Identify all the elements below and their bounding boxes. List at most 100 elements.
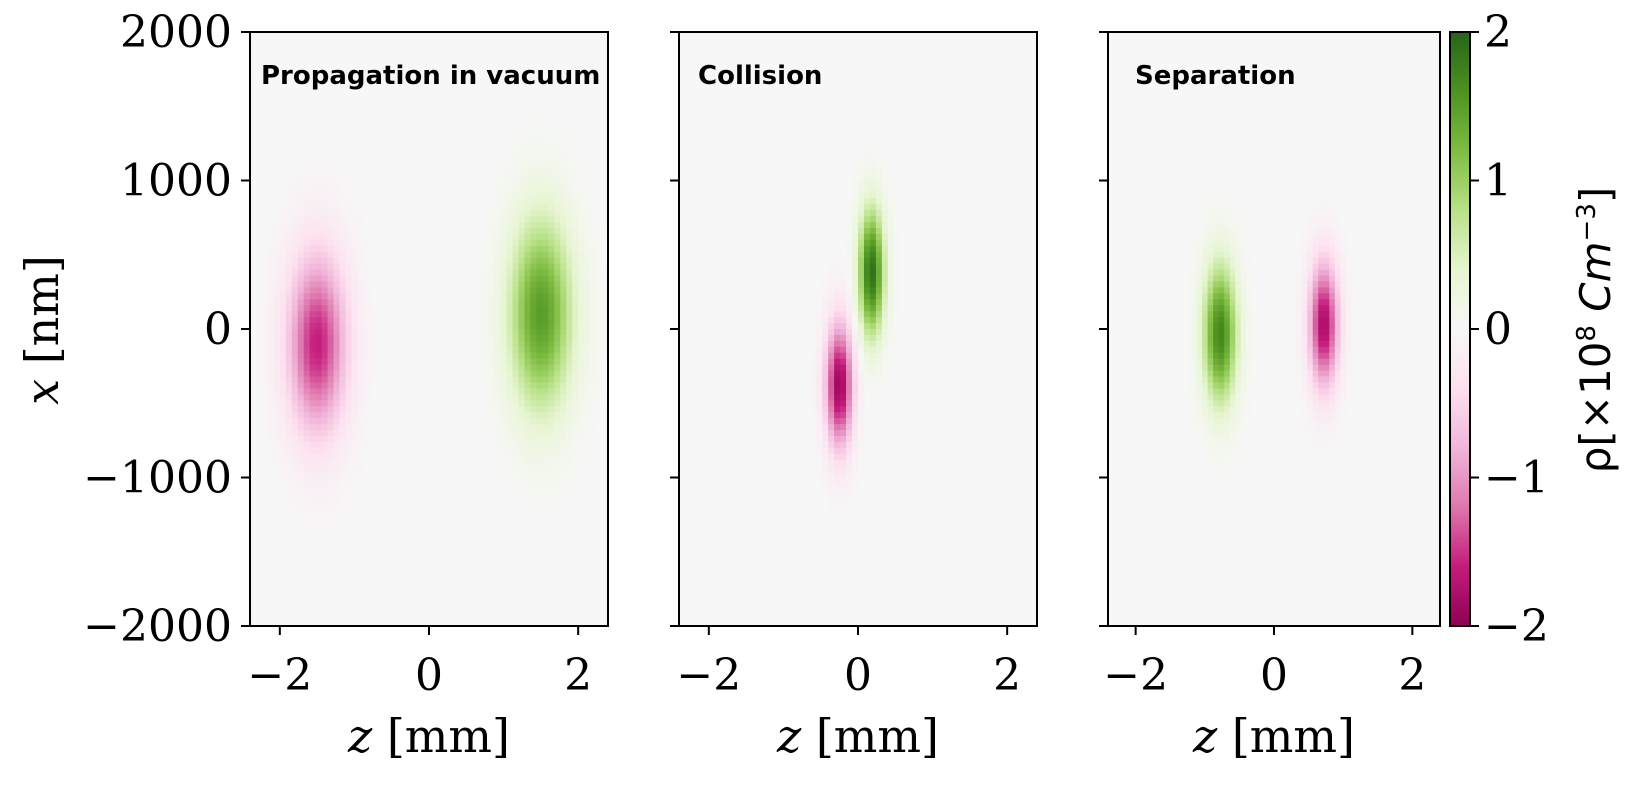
panel-1-ticks — [241, 31, 580, 635]
heatmap-cell — [863, 186, 871, 193]
heatmap-cell — [357, 329, 364, 336]
heatmap-cell — [1185, 293, 1192, 300]
heatmap-cell — [834, 334, 841, 342]
heatmap-cell — [333, 424, 341, 431]
heatmap-cell — [1296, 352, 1303, 360]
heatmap-cell — [1202, 376, 1209, 384]
heatmap-cell — [542, 138, 549, 146]
heatmap-cell — [524, 364, 532, 372]
heatmap-cell — [303, 317, 311, 324]
heatmap-cell — [1340, 222, 1347, 229]
heatmap-cell — [1240, 334, 1247, 342]
heatmap-cell — [1229, 257, 1236, 265]
heatmap-cell — [1229, 382, 1236, 389]
heatmap-cell — [291, 388, 299, 395]
heatmap-cell — [1307, 311, 1314, 318]
heatmap-cell — [578, 245, 585, 253]
heatmap-cell — [566, 459, 573, 467]
heatmap-cell — [1307, 210, 1314, 217]
heatmap-cell — [285, 210, 293, 217]
heatmap-cell — [1301, 287, 1308, 294]
heatmap-cell — [1213, 465, 1220, 473]
heatmap-cell — [476, 245, 484, 253]
heatmap-cell — [822, 418, 829, 425]
heatmap-cell — [1213, 299, 1220, 306]
heatmap-cell — [863, 275, 871, 283]
heatmap-cell — [1240, 293, 1247, 300]
heatmap-cell — [834, 275, 841, 283]
heatmap-cell — [584, 340, 591, 348]
heatmap-cell — [345, 441, 353, 449]
heatmap-cell — [488, 370, 496, 378]
heatmap-cell — [566, 204, 573, 211]
heatmap-cell — [321, 269, 329, 277]
heatmap-cell — [321, 346, 329, 354]
heatmap-cell — [339, 406, 347, 413]
heatmap-cell — [840, 501, 847, 508]
heatmap-cell — [578, 465, 585, 473]
heatmap-cell — [297, 471, 305, 479]
heatmap-cell — [536, 186, 543, 193]
heatmap-cell — [261, 418, 269, 425]
heatmap-cell — [297, 317, 305, 324]
heatmap-cell — [1340, 228, 1347, 235]
heatmap-cell — [297, 382, 305, 389]
heatmap-cell — [303, 299, 311, 306]
heatmap-cell — [1345, 293, 1353, 300]
heatmap-cell — [1307, 222, 1314, 229]
heatmap-cell — [590, 358, 597, 366]
heatmap-cell — [1235, 275, 1242, 283]
heatmap-cell — [1207, 293, 1214, 300]
heatmap-cell — [828, 406, 835, 413]
heatmap-cell — [273, 257, 281, 265]
heatmap-cell — [881, 204, 889, 211]
heatmap-cell — [1218, 317, 1225, 324]
heatmap-cell — [846, 388, 853, 395]
heatmap-cell — [1191, 376, 1198, 384]
heatmap-cell — [524, 507, 532, 514]
heatmap-cell — [255, 370, 263, 378]
heatmap-cell — [840, 441, 847, 449]
heatmap-cell — [560, 441, 567, 449]
heatmap-cell — [488, 281, 496, 289]
heatmap-cell — [846, 334, 853, 342]
panel-1: Propagation in vacuum — [241, 31, 609, 635]
heatmap-cell — [1218, 269, 1225, 277]
heatmap-cell — [578, 228, 585, 235]
heatmap-cell — [369, 263, 376, 271]
heatmap-cell — [1312, 257, 1319, 265]
heatmap-cell — [548, 483, 555, 490]
heatmap-cell — [852, 269, 859, 277]
heatmap-cell — [327, 305, 335, 312]
heatmap-cell — [1318, 441, 1325, 449]
heatmap-cell — [1207, 245, 1214, 253]
heatmap-cell — [1301, 239, 1308, 247]
heatmap-cell — [881, 299, 889, 306]
heatmap-cell — [530, 507, 537, 514]
heatmap-cell — [852, 222, 859, 229]
heatmap-cell — [303, 334, 311, 342]
heatmap-cell — [1235, 352, 1242, 360]
heatmap-cell — [828, 435, 835, 443]
heatmap-cell — [1240, 245, 1247, 253]
heatmap-cell — [560, 245, 567, 253]
heatmap-cell — [1240, 429, 1247, 437]
heatmap-cell — [500, 418, 508, 425]
heatmap-cell — [1301, 364, 1308, 372]
heatmap-cell — [1345, 257, 1353, 265]
heatmap-cell — [572, 305, 579, 312]
heatmap-cell — [339, 513, 347, 520]
heatmap-cell — [869, 346, 877, 354]
heatmap-cell — [494, 424, 502, 431]
heatmap-cell — [572, 144, 579, 152]
heatmap-cell — [1334, 233, 1341, 241]
heatmap-cell — [315, 376, 323, 384]
heatmap-cell — [506, 441, 514, 449]
heatmap-cell — [500, 186, 508, 193]
heatmap-cell — [542, 489, 549, 496]
heatmap-cell — [261, 317, 269, 324]
heatmap-cell — [297, 370, 305, 378]
heatmap-cell — [369, 358, 376, 366]
heatmap-cell — [1318, 269, 1325, 277]
heatmap-cell — [524, 412, 532, 419]
